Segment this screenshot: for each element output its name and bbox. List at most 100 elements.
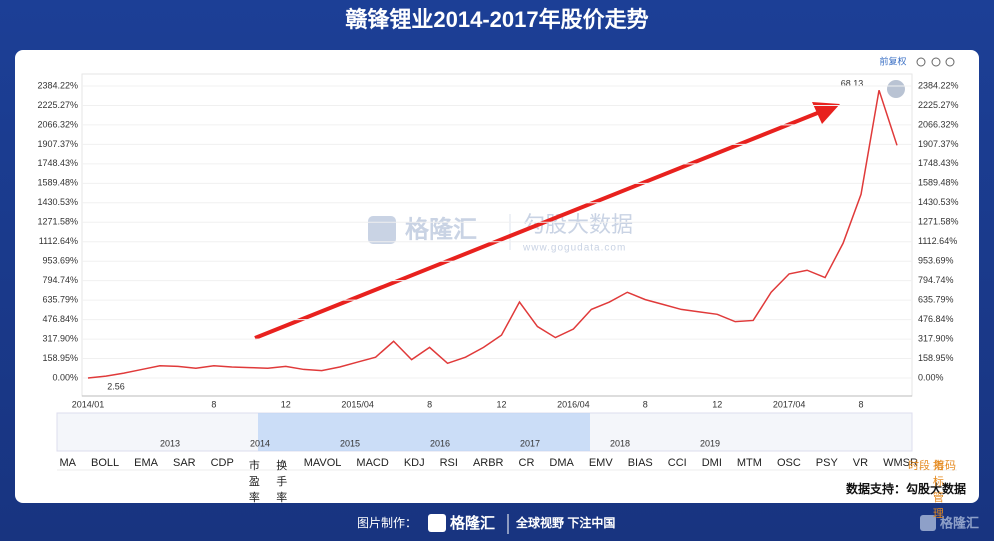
- navigator-window[interactable]: [258, 413, 590, 451]
- y2-tick-label: 1271.58%: [918, 217, 959, 227]
- y2-tick-label: 953.69%: [918, 256, 954, 266]
- navigator-year: 2018: [610, 438, 630, 448]
- y2-tick-label: 2225.27%: [918, 100, 959, 110]
- indicator[interactable]: EMV: [588, 457, 613, 469]
- y2-tick-label: 1112.64%: [918, 236, 957, 246]
- x-tick-label: 2017/04: [773, 399, 806, 409]
- y2-tick-label: 317.90%: [918, 333, 954, 343]
- x-tick-label: 12: [712, 399, 722, 409]
- x-tick-label: 8: [427, 399, 432, 409]
- x-tick-label: 12: [281, 399, 291, 409]
- indicator[interactable]: CCI: [667, 457, 687, 469]
- x-tick-label: 12: [496, 399, 506, 409]
- y-tick-label: 953.69%: [42, 256, 78, 266]
- y-tick-label: 1430.53%: [37, 197, 78, 207]
- x-tick-label: 2016/04: [557, 399, 590, 409]
- indicator[interactable]: 换手率: [276, 460, 288, 504]
- watermark-brand: 格隆汇: [405, 215, 477, 243]
- y2-tick-label: 2384.22%: [918, 80, 959, 90]
- indicator[interactable]: MTM: [736, 457, 762, 469]
- y2-tick-label: 2066.32%: [918, 119, 959, 129]
- navigator-year: 2013: [160, 438, 180, 448]
- indicator[interactable]: RSI: [439, 457, 458, 469]
- indicator[interactable]: BOLL: [91, 457, 120, 469]
- y-tick-label: 1271.58%: [37, 217, 78, 227]
- price-line: [87, 89, 898, 379]
- navigator-year: 2017: [520, 438, 540, 448]
- y2-tick-label: 635.79%: [918, 295, 954, 305]
- trend-arrow-head: [812, 102, 840, 124]
- right-tools: 时段 筹码: [908, 457, 960, 473]
- expand-button[interactable]: [887, 80, 905, 98]
- y-tick-label: 2066.32%: [37, 119, 78, 129]
- footer-brand: 格隆汇: [450, 514, 495, 532]
- y2-tick-label: 1907.37%: [918, 139, 959, 149]
- indicator[interactable]: DMI: [701, 457, 722, 469]
- y-tick-label: 1748.43%: [37, 158, 78, 168]
- min-annotation: 2.56: [107, 381, 125, 391]
- toolbar-icons[interactable]: [916, 57, 955, 67]
- y-tick-label: 476.84%: [42, 314, 78, 324]
- indicator[interactable]: DMA: [549, 457, 574, 469]
- indicator[interactable]: CR: [518, 457, 535, 469]
- x-tick-label: 8: [859, 399, 864, 409]
- adjust-label[interactable]: 前复权: [879, 55, 906, 66]
- navigator-year: 2016: [430, 438, 450, 448]
- indicator[interactable]: MA: [59, 457, 77, 469]
- panel: [15, 50, 979, 503]
- indicator[interactable]: BIAS: [627, 457, 653, 469]
- y2-tick-label: 1748.43%: [918, 158, 959, 168]
- footer-made-by: 图片制作：: [357, 516, 417, 530]
- max-annotation: 68.13: [841, 78, 864, 88]
- watermark-url: www.gogudata.com: [522, 243, 626, 254]
- x-tick-label: 8: [643, 399, 648, 409]
- y-tick-label: 2225.27%: [37, 100, 78, 110]
- y-tick-label: 1907.37%: [37, 139, 78, 149]
- y-tick-label: 0.00%: [52, 372, 78, 382]
- indicator[interactable]: ARBR: [472, 457, 504, 469]
- y2-tick-label: 158.95%: [918, 353, 954, 363]
- chart-title: 赣锋锂业2014-2017年股价走势: [345, 7, 648, 32]
- y2-tick-label: 794.74%: [918, 275, 954, 285]
- y-tick-label: 1112.64%: [39, 236, 78, 246]
- watermark: 格隆汇 勾股大数据 www.gogudata.com: [368, 212, 633, 254]
- y2-tick-label: 1589.48%: [918, 178, 959, 188]
- y2-tick-label: 0.00%: [918, 372, 944, 382]
- indicator[interactable]: EMA: [134, 457, 158, 469]
- y2-tick-label: 1430.53%: [918, 197, 959, 207]
- navigator-year: 2019: [700, 438, 720, 448]
- x-tick-label: 2014/01: [72, 399, 105, 409]
- footer-logo: [428, 514, 446, 532]
- x-tick-label: 2015/04: [341, 399, 374, 409]
- y-tick-label: 2384.22%: [37, 80, 78, 90]
- x-tick-label: 8: [211, 399, 216, 409]
- source: 数据支持：勾股大数据: [846, 481, 966, 496]
- tool[interactable]: 筹码: [934, 460, 956, 472]
- indicator[interactable]: VR: [852, 457, 869, 469]
- y-tick-label: 794.74%: [42, 275, 78, 285]
- navigator-year: 2015: [340, 438, 360, 448]
- y2-tick-label: 476.84%: [918, 314, 954, 324]
- indicator-bar: MA BOLL EMA SAR CDP 市盈率 换手率 MAVOL MACD KDJ RSI ARBR…: [52, 457, 957, 521]
- y-tick-label: 158.95%: [42, 353, 78, 363]
- corner-logo: [920, 515, 936, 531]
- indicator[interactable]: PSY: [815, 457, 838, 469]
- tool[interactable]: 时段: [908, 460, 930, 472]
- indicator[interactable]: WMSR: [883, 457, 918, 469]
- y-tick-label: 635.79%: [42, 295, 78, 305]
- footer-slogan: 全球视野 下注中国: [515, 515, 615, 530]
- indicator[interactable]: MACD: [356, 457, 389, 469]
- indicator[interactable]: 市盈率: [248, 460, 260, 504]
- navigator-year: 2014: [250, 438, 270, 448]
- indicator[interactable]: 指标管理: [932, 460, 944, 520]
- indicator[interactable]: KDJ: [403, 457, 425, 469]
- indicator[interactable]: SAR: [172, 457, 196, 469]
- corner-brand: 格隆汇: [940, 515, 979, 530]
- indicator[interactable]: OSC: [776, 457, 801, 469]
- y-tick-label: 317.90%: [42, 333, 78, 343]
- indicator[interactable]: CDP: [210, 457, 234, 469]
- indicator[interactable]: MAVOL: [303, 457, 342, 469]
- y-tick-label: 1589.48%: [37, 178, 78, 188]
